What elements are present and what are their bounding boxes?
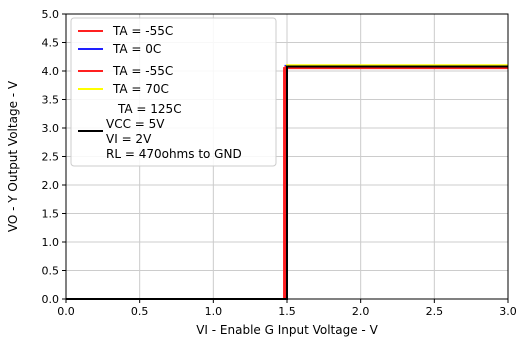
x-tick-label: 3.0 [499, 305, 517, 318]
legend-label-5: RL = 470ohms to GND [106, 147, 242, 161]
y-tick-label: 2.0 [42, 179, 60, 192]
y-tick-label: 1.5 [42, 208, 60, 221]
legend-label-2: TA = 0C [112, 42, 161, 56]
legend-label-5: VI = 2V [106, 132, 152, 146]
y-tick-label: 3.5 [42, 94, 60, 107]
legend-label-5: TA = 125C [117, 102, 182, 116]
x-tick-label: 1.0 [205, 305, 223, 318]
y-tick-label: 0.0 [42, 293, 60, 306]
x-tick-label: 2.0 [352, 305, 370, 318]
y-tick-label: 4.5 [42, 37, 60, 50]
legend-label-5: VCC = 5V [106, 117, 165, 131]
y-axis-label: VO - Y Output Voltage - V [6, 80, 20, 232]
x-tick-label: 2.5 [426, 305, 444, 318]
x-axis-label: VI - Enable G Input Voltage - V [196, 323, 378, 337]
x-tick-label: 1.5 [278, 305, 296, 318]
legend-box [70, 17, 277, 167]
legend-label-1: TA = -55C [112, 24, 173, 38]
y-tick-label: 1.0 [42, 236, 60, 249]
x-axis-ticks: 0.0 0.5 1.0 1.5 2.0 2.5 3.0 [57, 299, 517, 318]
x-tick-label: 0.0 [57, 305, 75, 318]
legend: TA = -55C TA = 0C TA = -55C TA = 70C TA = 12… [70, 17, 277, 167]
y-tick-label: 4.0 [42, 65, 60, 78]
y-tick-label: 3.0 [42, 122, 60, 135]
x-tick-label: 0.5 [131, 305, 149, 318]
legend-label-3: TA = -55C [112, 64, 173, 78]
y-axis-ticks: 0.0 0.5 1.0 1.5 2.0 2.5 3.0 3.5 4.0 4.5 5.0 [42, 8, 66, 306]
y-tick-label: 2.5 [42, 151, 60, 164]
y-tick-label: 5.0 [42, 8, 60, 21]
legend-label-4: TA = 70C [112, 82, 169, 96]
y-tick-label: 0.5 [42, 265, 60, 278]
